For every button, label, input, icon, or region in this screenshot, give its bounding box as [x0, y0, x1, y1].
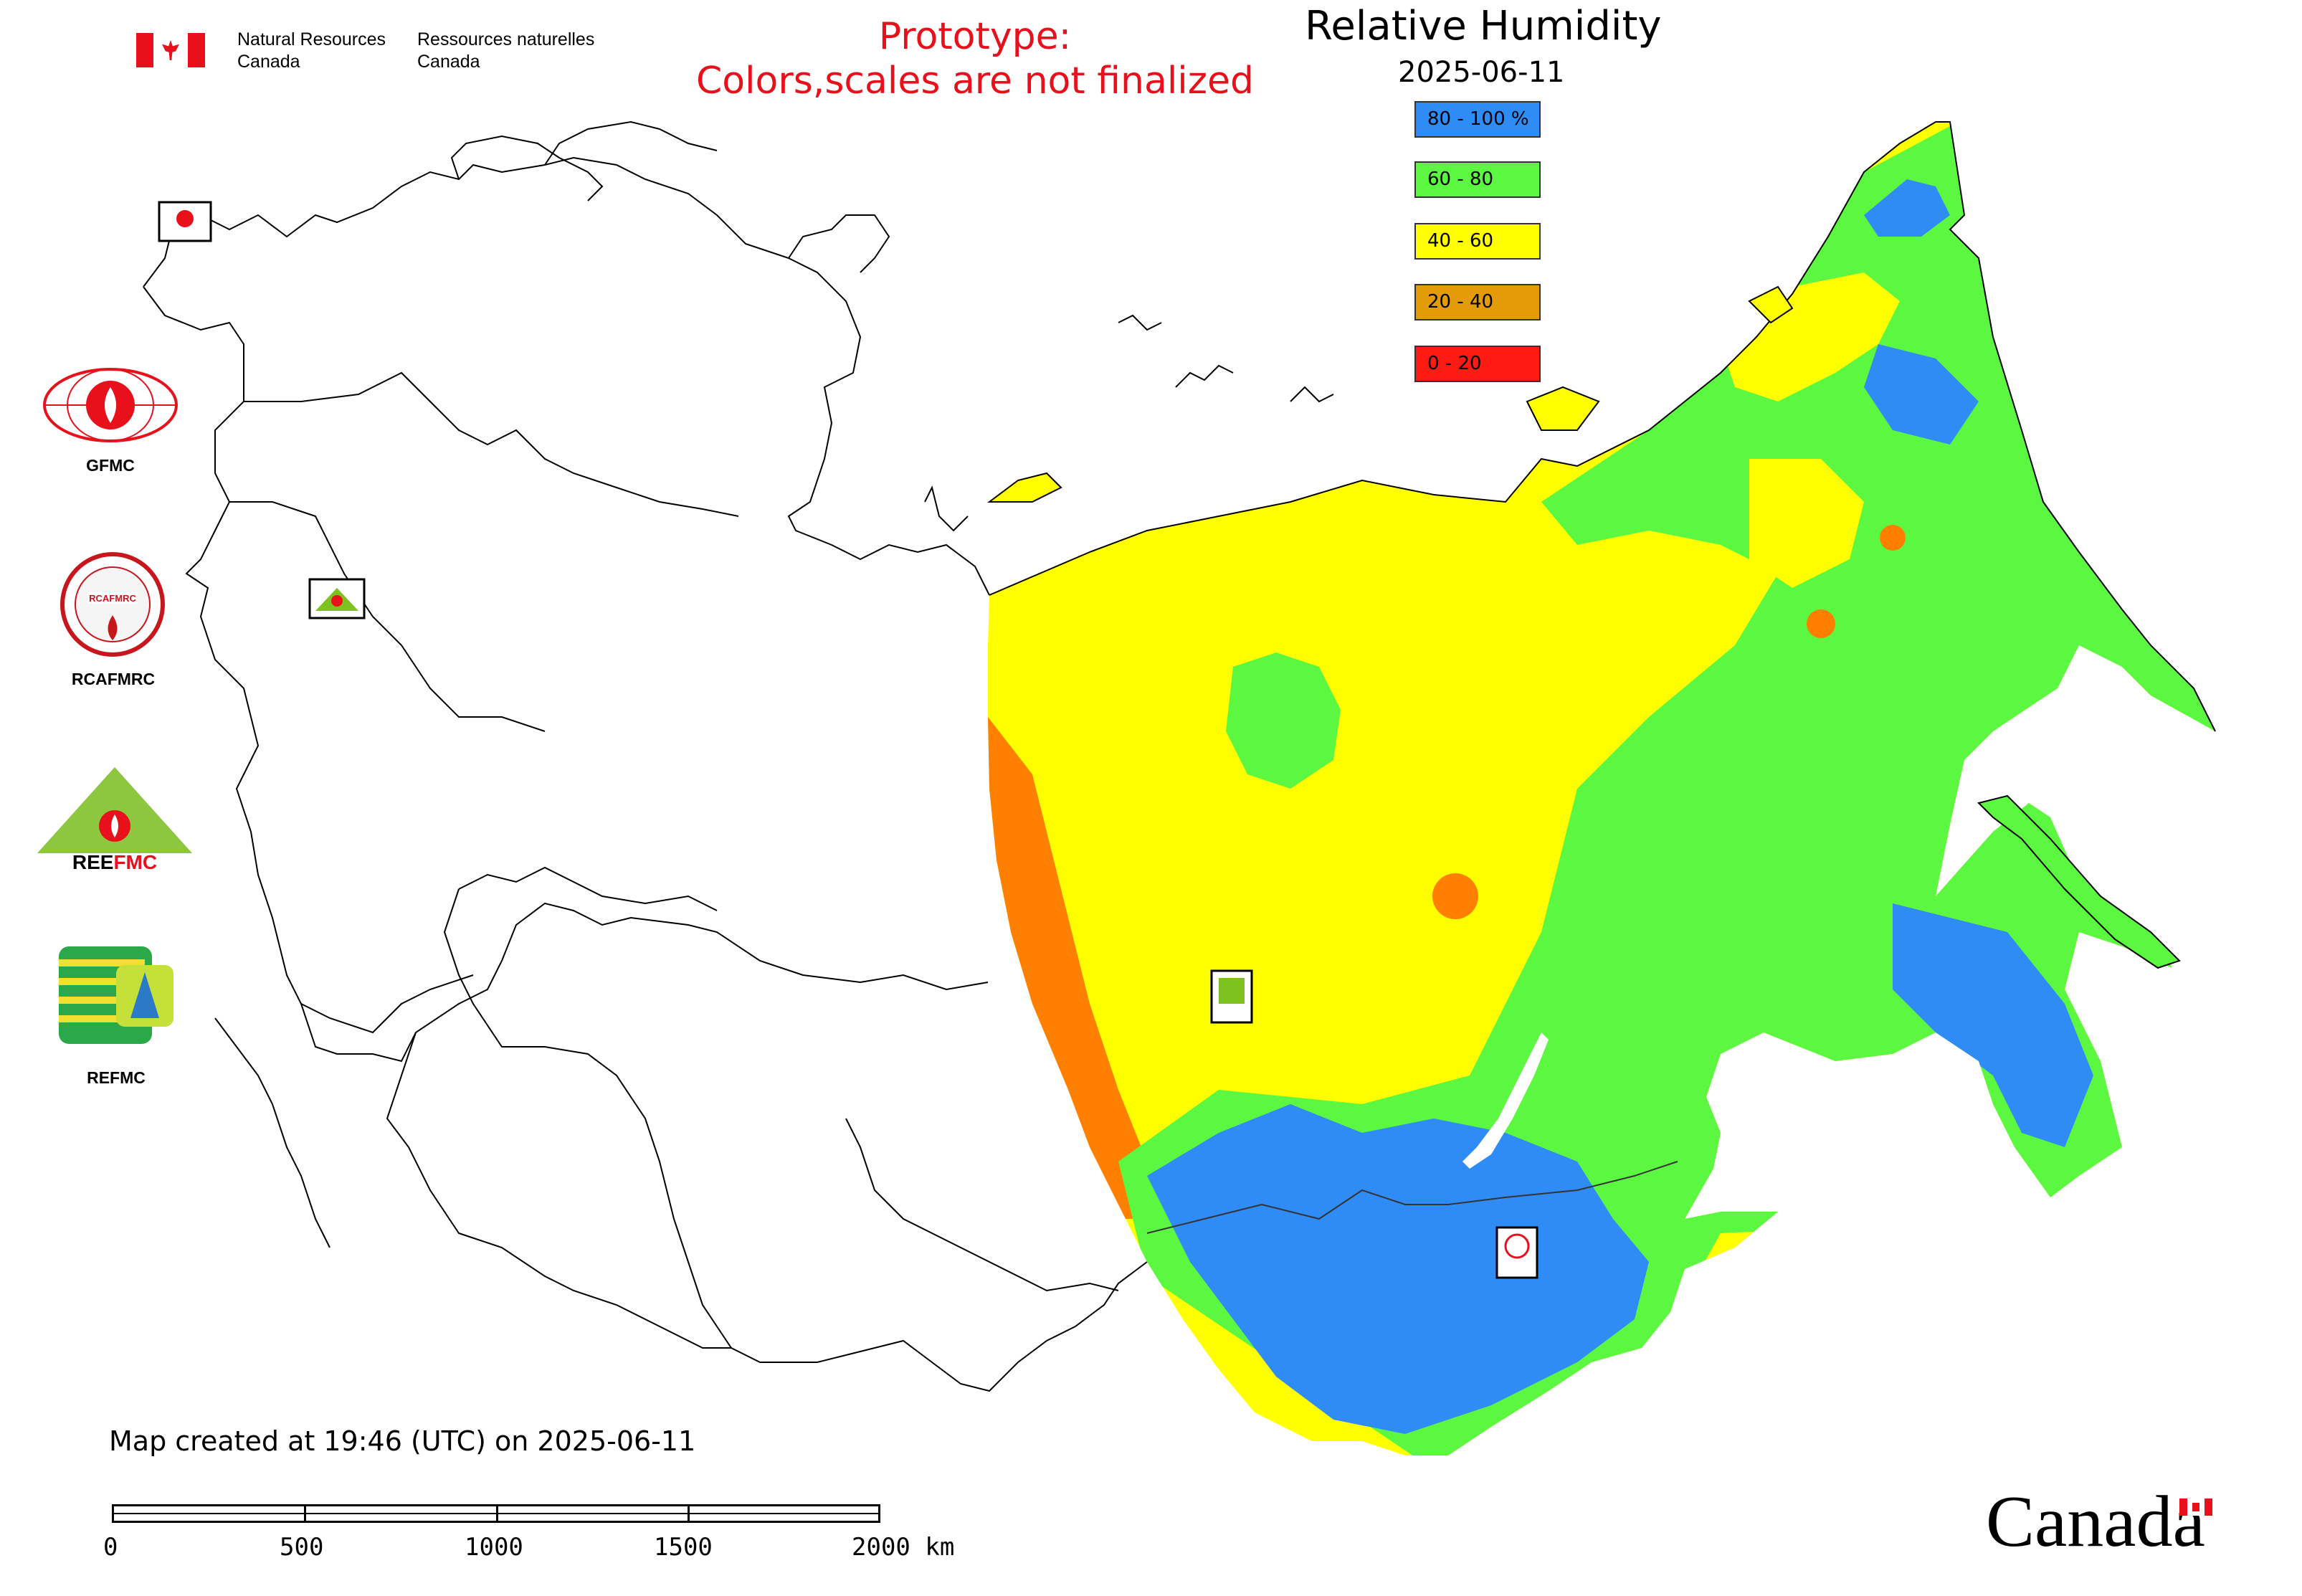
rcafmrc-label: RCAFMRC — [71, 670, 156, 688]
station-marker-icons — [176, 210, 1530, 1259]
country-borders-west — [143, 120, 1334, 1392]
scale-label-0: 0 — [103, 1533, 118, 1562]
legend-item-20-40: 20 - 40 — [1414, 284, 1541, 320]
agency-name-en: Natural Resources Canada — [237, 29, 386, 72]
rcafmrc-logo: RCAFMRC — [59, 551, 166, 658]
reefmc-logo: REEFMC — [37, 767, 192, 875]
svg-text:REEFMC: REEFMC — [72, 851, 157, 873]
legend-item-0-20: 0 - 20 — [1414, 346, 1541, 382]
scale-label-1500: 1500 — [654, 1533, 713, 1562]
legend-item-80-100: 80 - 100 % — [1414, 101, 1541, 138]
canada-wordmark: Canada — [1986, 1483, 2212, 1562]
legend-item-40-60: 40 - 60 — [1414, 223, 1541, 260]
scale-label-1000: 1000 — [465, 1533, 523, 1562]
agency-name-fr: Ressources naturelles Canada — [417, 29, 595, 72]
map-date: 2025-06-11 — [1398, 56, 1565, 89]
legend-item-60-80: 60 - 80 — [1414, 161, 1541, 198]
wordmark-flag-icon — [2179, 1498, 2212, 1516]
scale-label-2000: 2000 km — [852, 1533, 955, 1562]
gfmc-label: GFMC — [86, 456, 135, 475]
scale-bar — [112, 1504, 880, 1523]
refmc-logo — [59, 946, 173, 1044]
kamchatka — [1977, 794, 2181, 969]
scale-label-500: 500 — [280, 1533, 324, 1562]
footer-note: Map created at 19:46 (UTC) on 2025-06-11 — [109, 1425, 696, 1457]
east-coastline — [989, 121, 2216, 732]
svg-text:RCAFMRC: RCAFMRC — [89, 593, 136, 604]
humidity-raster — [988, 122, 2215, 1455]
arctic-islands — [987, 285, 1794, 503]
gfmc-logo — [42, 366, 179, 445]
map-title: Relative Humidity — [1305, 3, 1662, 49]
canada-flag-icon — [136, 33, 205, 67]
prototype-notice: Prototype: Colors,scales are not finaliz… — [695, 15, 1255, 103]
refmc-label: REFMC — [87, 1068, 146, 1087]
south-border — [1146, 1161, 1678, 1234]
